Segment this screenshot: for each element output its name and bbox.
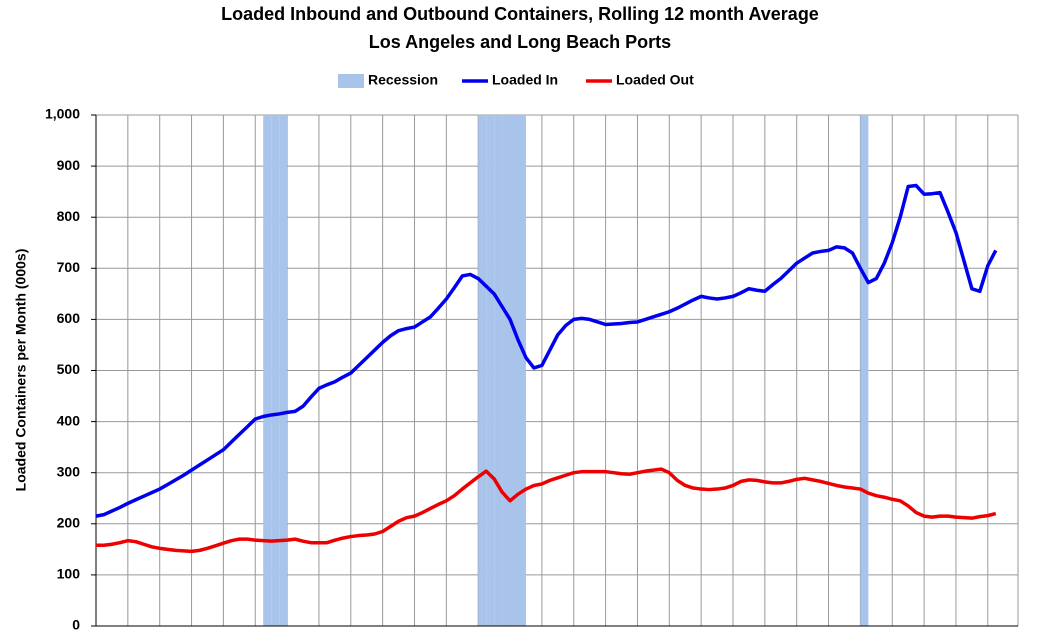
y-tick-label: 600 [57,310,81,326]
recession-band [263,115,272,626]
chart-title: Loaded Inbound and Outbound Containers, … [221,4,819,24]
y-tick-label: 800 [57,208,81,224]
recession-band [478,115,487,626]
chart-subtitle: Los Angeles and Long Beach Ports [369,32,671,52]
y-tick-label: 700 [57,259,81,275]
y-tick-label: 500 [57,361,81,377]
y-tick-label: 300 [57,463,81,479]
recession-band [494,115,503,626]
legend-label: Recession [368,72,438,88]
y-tick-label: 100 [57,566,81,582]
legend-label: Loaded In [492,72,558,88]
y-axis-label: Loaded Containers per Month (000s) [13,249,29,492]
y-tick-label: 400 [57,412,81,428]
series-line [95,183,998,518]
recession-band [510,115,519,626]
y-tick-label: 0 [72,617,80,630]
recession-band [502,115,511,626]
series-line [96,467,997,554]
recession-band [271,115,280,626]
y-tick-label: 1,000 [45,106,80,122]
y-tick-label: 200 [57,515,81,531]
recession-band [279,115,288,626]
legend-swatch [338,74,364,88]
recession-band [486,115,495,626]
y-tick-label: 900 [57,157,81,173]
recession-band [860,115,869,626]
legend-label: Loaded Out [616,72,694,88]
recession-band [518,115,526,626]
